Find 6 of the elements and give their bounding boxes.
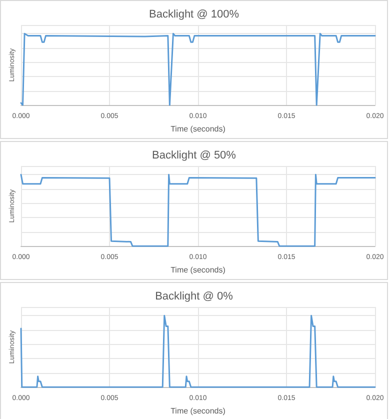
x-axis-title: Time (seconds) [170, 124, 226, 134]
x-axis-title: Time (seconds) [170, 266, 226, 274]
x-axis-title: Time (seconds) [170, 406, 226, 416]
chart-title: Backlight @ 100% [148, 8, 240, 20]
chart-title: Backlight @ 0% [155, 290, 234, 302]
chart-title: Backlight @ 50% [152, 150, 236, 162]
